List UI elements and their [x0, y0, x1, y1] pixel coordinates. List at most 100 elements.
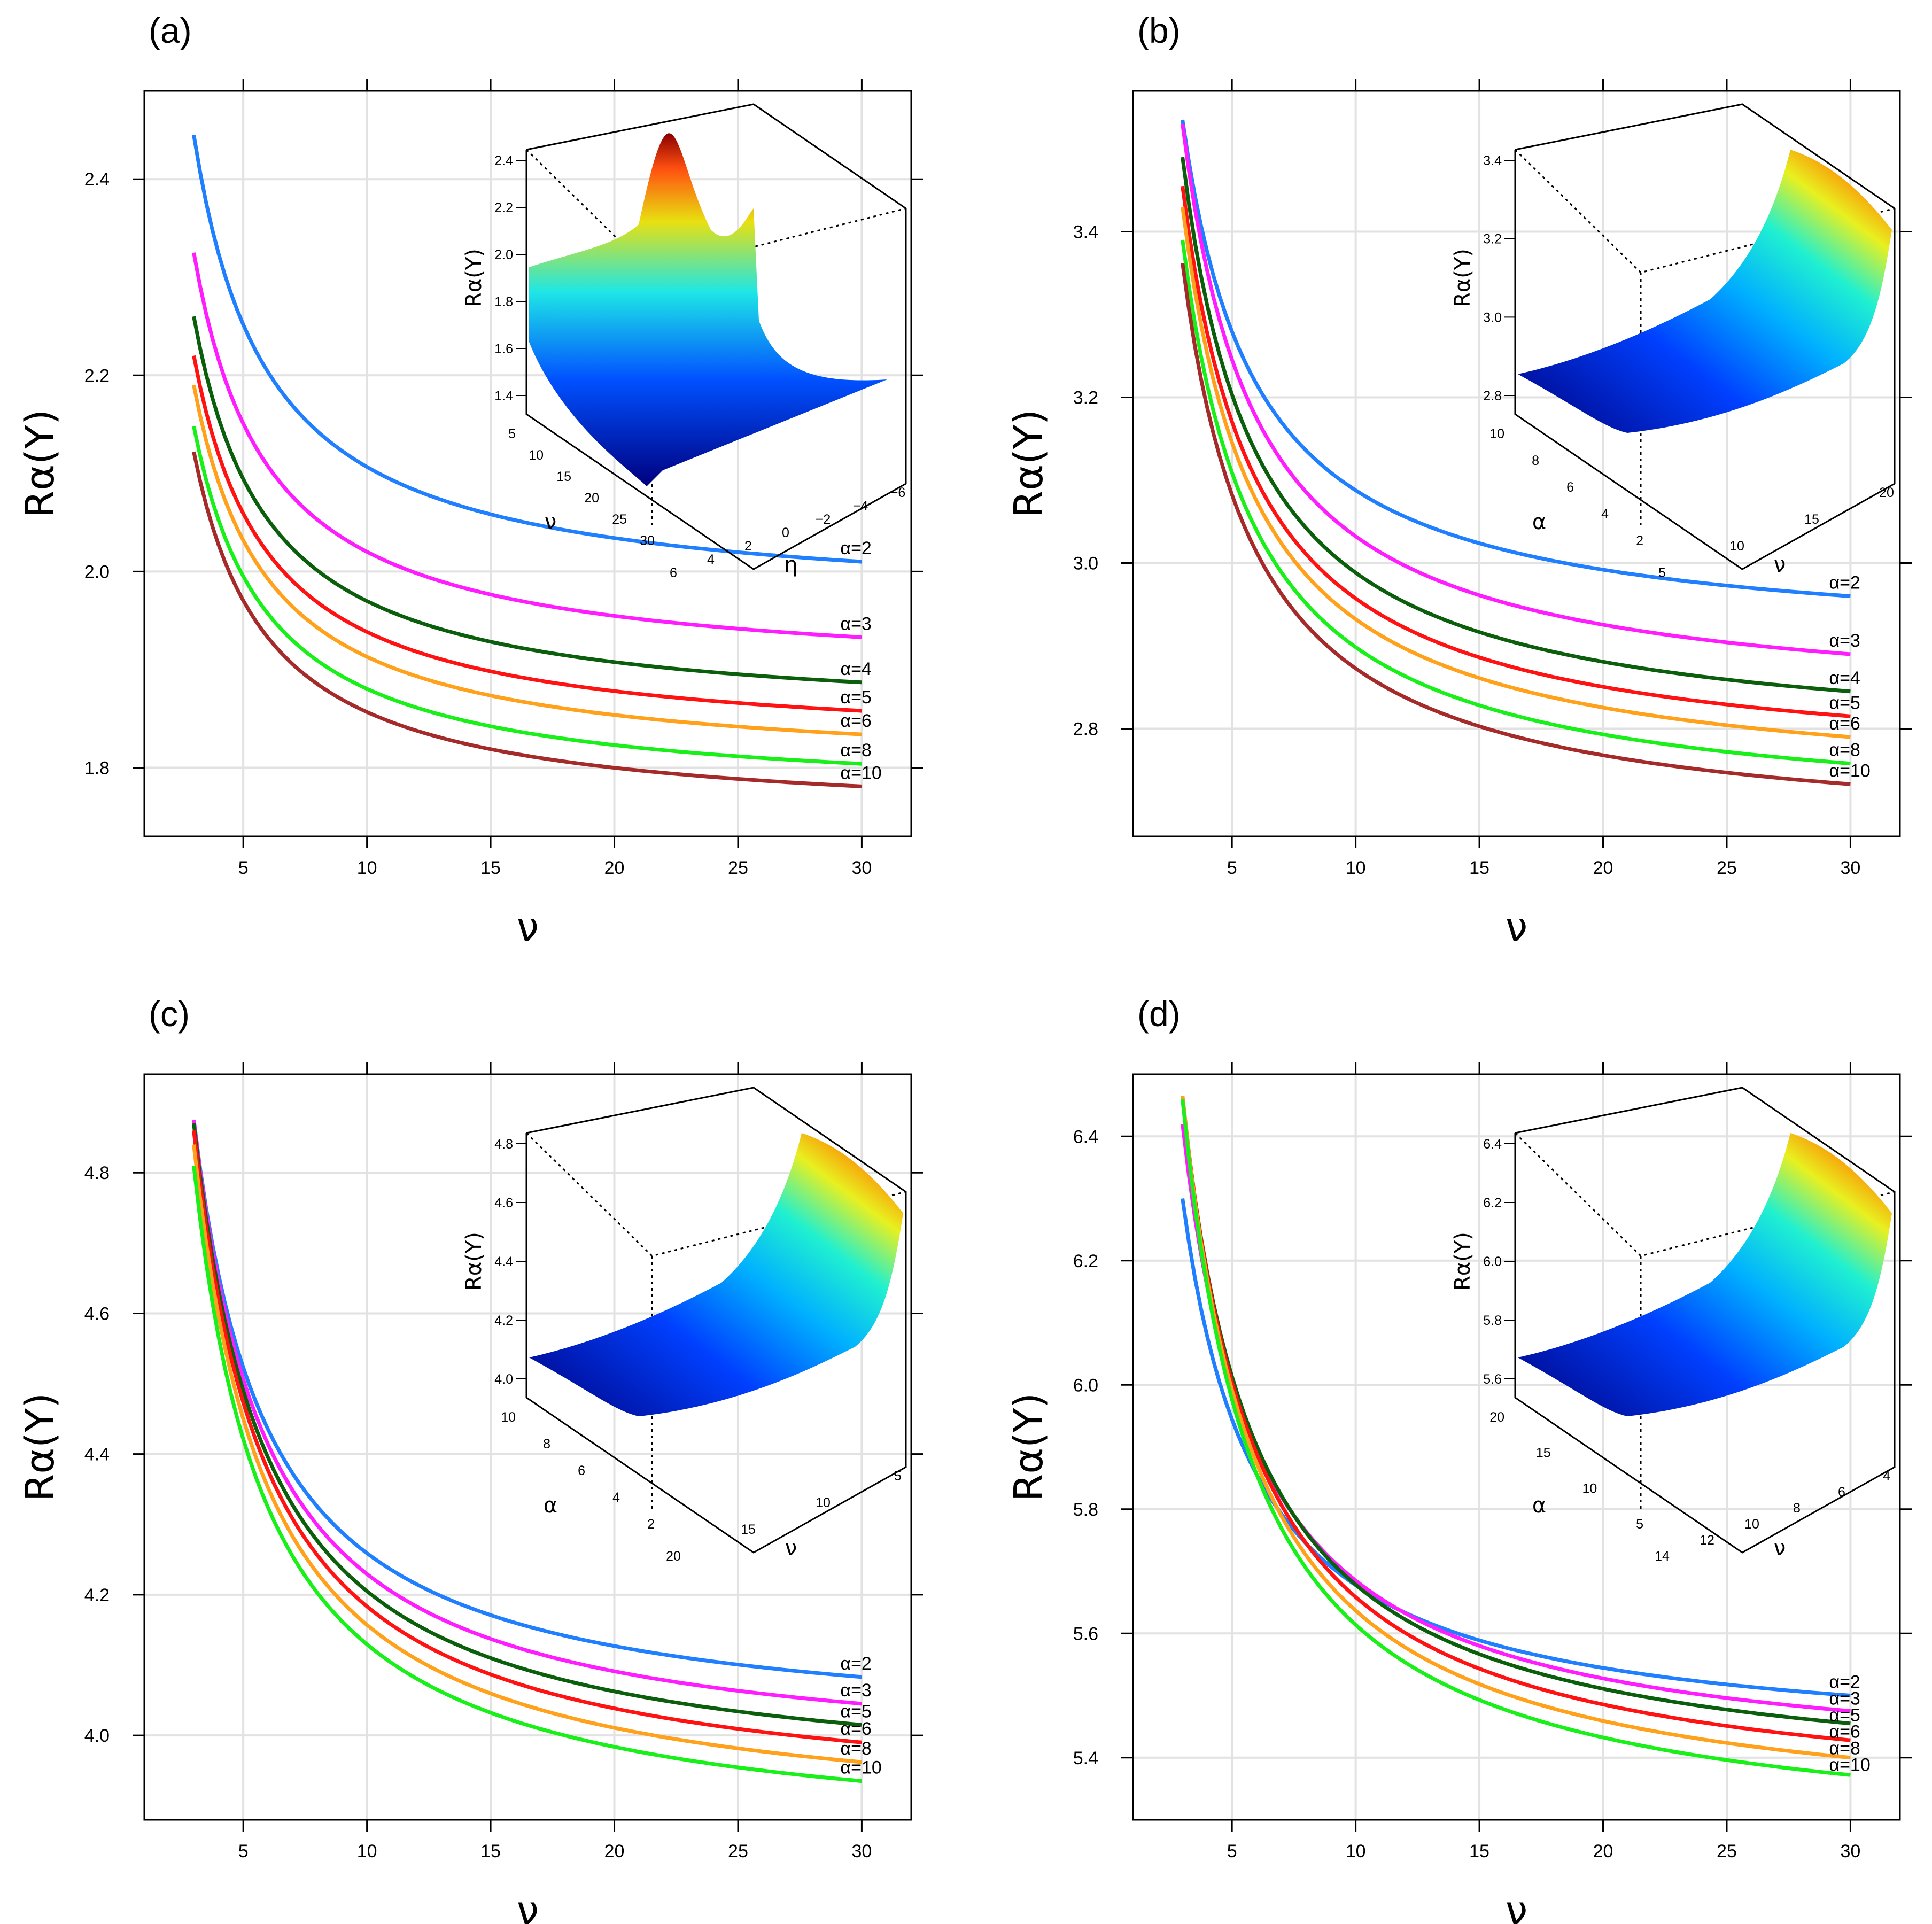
x-tick-label: 30 [852, 1841, 872, 1861]
x-tick-label: 20 [604, 858, 625, 878]
inset-3d-plot: 4.8 4.6 4.4 4.2 4.0 Rα(Y) 10 8 6 4 2 α 20 15 10 5 ν [462, 1087, 907, 1564]
inset-x-tick-label: 6 [1566, 480, 1574, 495]
inset-y-tick-label: 5 [1658, 565, 1666, 580]
series-line-α-3 [192, 1120, 862, 1706]
inset-x-tick-label: 5 [508, 426, 516, 441]
y-axis-title: Rα(Y) [17, 409, 63, 518]
x-tick-label: 20 [604, 1841, 625, 1861]
series-label: α=6 [1829, 1722, 1860, 1742]
inset-x-title: α [1532, 1493, 1546, 1518]
x-tick-label: 15 [480, 1841, 501, 1861]
x-tick-label: 5 [238, 1841, 249, 1861]
inset-y-title: ν [1774, 553, 1786, 577]
inset-y-tick-label: 10 [816, 1495, 831, 1510]
x-tick-label: 5 [1227, 1841, 1237, 1861]
panel-d: 5 10 15 20 25 30 5.4 5.6 5.8 6.0 6.2 6.4 ν Rα(Y) (d) α=… [1006, 994, 1912, 1924]
inset-x-tick-label: 15 [556, 469, 571, 484]
series-line-α-3 [1181, 123, 1851, 656]
inset-x-tick-label: 25 [612, 512, 627, 527]
series-line-α-5 [1181, 185, 1851, 718]
series-label: α=2 [840, 538, 871, 558]
series-label: α=3 [840, 614, 871, 634]
x-tick-label: 30 [1841, 1841, 1861, 1861]
x-axis-title: ν [1506, 1888, 1527, 1924]
inset-x-tick-label: 30 [640, 533, 655, 548]
x-tick-label: 15 [1469, 1841, 1489, 1861]
inset-y-tick-label: 20 [666, 1549, 681, 1564]
inset-z-tick-label: 3.0 [1483, 310, 1502, 325]
y-tick-label: 6.4 [1073, 1127, 1098, 1147]
series-label: α=4 [840, 659, 871, 679]
inset-z-tick-label: 6.4 [1483, 1137, 1502, 1152]
inset-y-tick-label: 14 [1655, 1549, 1670, 1564]
series-label: α=5 [1829, 1705, 1860, 1726]
inset-y-tick-label: −4 [853, 499, 868, 514]
series-label: α=8 [1829, 1739, 1860, 1759]
panel-label: (c) [149, 994, 190, 1034]
x-tick-label: 30 [852, 858, 872, 878]
series-label: α=3 [840, 1680, 871, 1701]
y-tick-label: 6.0 [1073, 1375, 1098, 1395]
inset-box-frame [525, 103, 907, 570]
y-tick-label: 4.0 [84, 1726, 110, 1746]
inset-y-title: η [784, 553, 797, 577]
inset-z-tick-label: 4.0 [494, 1372, 513, 1387]
inset-box-frame [525, 1087, 907, 1554]
inset-x-tick-label: 10 [1582, 1481, 1597, 1496]
plot-frame [1132, 1073, 1901, 1821]
series-label: α=4 [1829, 668, 1860, 688]
inset-z-title: Rα(Y) [462, 249, 486, 307]
plot-frame [1132, 90, 1901, 837]
x-tick-label: 15 [480, 858, 501, 878]
x-tick-label: 20 [1593, 858, 1613, 878]
y-tick-label: 2.2 [84, 366, 110, 386]
x-tick-label: 25 [728, 1841, 748, 1861]
inset-surface [529, 133, 887, 487]
inset-y-tick-label: 8 [1793, 1501, 1801, 1516]
inset-y-tick-label: 15 [741, 1522, 756, 1537]
x-tick-label: 25 [728, 858, 748, 878]
series-label: α=5 [840, 687, 871, 708]
series-line-α-6 [192, 1130, 862, 1744]
series-label: α=10 [1829, 761, 1870, 781]
y-tick-label: 2.0 [84, 562, 110, 582]
x-tick-label: 10 [357, 858, 377, 878]
series-label: α=3 [1829, 631, 1860, 651]
inset-y-tick-label: 4 [1883, 1469, 1890, 1484]
inset-y-tick-label: 10 [1744, 1517, 1759, 1532]
inset-z-tick-label: 6.2 [1483, 1196, 1502, 1211]
y-tick-label: 4.4 [84, 1445, 110, 1465]
panel-label: (a) [149, 11, 192, 50]
inset-z-tick-label: 3.4 [1483, 153, 1502, 168]
inset-z-tick-label: 4.8 [494, 1137, 513, 1152]
inset-z-tick-label: 5.6 [1483, 1372, 1502, 1387]
series-label: α=3 [1829, 1689, 1860, 1709]
series-label: α=8 [840, 1739, 871, 1759]
series-line-α-8 [1181, 239, 1851, 766]
series-label: α=5 [840, 1701, 871, 1721]
series-line-α-10 [1181, 262, 1851, 786]
x-tick-label: 5 [1227, 858, 1237, 878]
series-line-α-6 [192, 384, 862, 736]
series-line-α-10 [192, 1165, 862, 1783]
y-axis-title: Rα(Y) [1006, 409, 1052, 518]
inset-z-tick-label: 1.4 [494, 389, 513, 404]
x-tick-label: 10 [1346, 1841, 1366, 1861]
panel-a: 5 10 15 20 25 301.82.02.22.4νRα(Y)(a)α=2α=3α=… [17, 11, 923, 950]
series-line-α-6 [1181, 206, 1851, 739]
inset-x-tick-label: 10 [529, 448, 544, 463]
inset-x-tick-label: 10 [1489, 426, 1504, 441]
series-line-α-6 [1181, 1096, 1851, 1742]
series-line-α-2 [1181, 119, 1851, 598]
x-axis-title: ν [517, 904, 539, 950]
series-line-α-10 [192, 451, 862, 788]
y-tick-label: 3.4 [1073, 222, 1098, 243]
series-label: α=2 [1829, 1672, 1860, 1693]
series-line-α-5 [192, 355, 862, 713]
inset-x-tick-label: 8 [543, 1437, 550, 1452]
inset-x-tick-label: 8 [1532, 453, 1539, 468]
inset-x-tick-label: 4 [612, 1490, 620, 1505]
series-line-α-8 [192, 425, 862, 766]
series-line-α-8 [1181, 1096, 1851, 1760]
inset-y-tick-label: 10 [1729, 539, 1744, 554]
